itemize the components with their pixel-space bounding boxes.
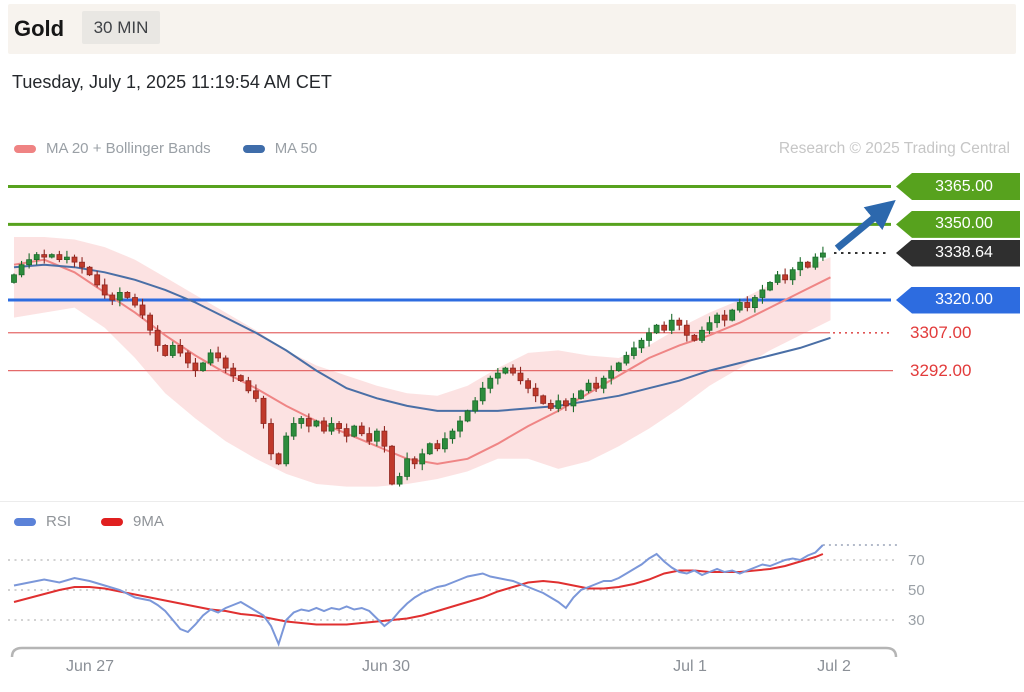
x-tick-jul1: Jul 1: [673, 658, 707, 675]
x-tick-jun30: Jun 30: [361, 658, 411, 675]
rsi-scale-30: 30: [908, 611, 925, 629]
rsi-scale-70: 70: [908, 551, 925, 569]
rsi-ma9-swatch-icon: [101, 517, 124, 526]
rsi-ma9-legend-label: 9MA: [133, 513, 164, 530]
support1-price-label: 3307.00: [910, 322, 972, 342]
ma50-legend-label: MA 50: [274, 140, 318, 157]
pivot-price-tag: 3320.00: [896, 286, 1020, 314]
rsi-legend-label: RSI: [46, 513, 72, 530]
rsi-scale-50: 50: [908, 581, 925, 599]
rsi-panel-legend: RSI 9MA: [14, 513, 184, 530]
ma20-bollinger-swatch-icon: [14, 144, 36, 153]
rsi-swatch-icon: [14, 517, 36, 526]
ma20-bollinger-legend-label: MA 20 + Bollinger Bands: [46, 140, 211, 157]
timeframe-badge[interactable]: 30 MIN: [82, 11, 160, 44]
panel-separator: [0, 501, 1024, 502]
support2-price-label: 3292.00: [910, 360, 972, 380]
research-watermark: Research © 2025 Trading Central: [778, 140, 1010, 157]
last-price-tag: 3338.64: [896, 239, 1020, 267]
x-tick-jun27: Jun 27: [65, 658, 115, 675]
resistance1-price-tag: 3350.00: [896, 210, 1020, 238]
instrument-title: Gold: [14, 16, 65, 41]
ma50-swatch-icon: [242, 144, 265, 153]
main-chart-legend: MA 20 + Bollinger Bands MA 50: [14, 140, 339, 157]
resistance2-price-tag: 3365.00: [896, 173, 1020, 201]
chart-timestamp: Tuesday, July 1, 2025 11:19:54 AM CET: [12, 72, 332, 92]
x-tick-jul2: Jul 2: [817, 658, 851, 675]
header-strip: [8, 4, 1016, 54]
